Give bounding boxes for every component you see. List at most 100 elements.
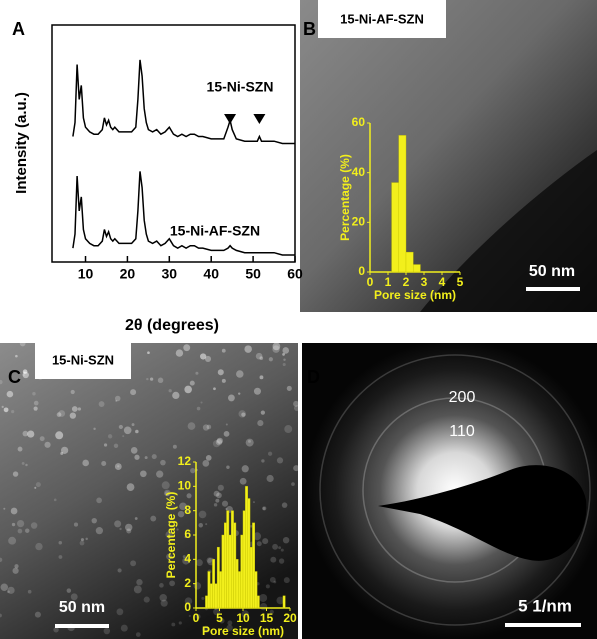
- speckle: [22, 430, 29, 437]
- x-tick-label: 60: [287, 266, 303, 282]
- speckle: [93, 427, 96, 431]
- diffraction-ring: [319, 354, 591, 626]
- speckle: [17, 528, 23, 534]
- speckle: [284, 425, 293, 433]
- speckle: [25, 528, 30, 533]
- speckle: [149, 377, 154, 381]
- x-tick-label: 10: [236, 611, 250, 625]
- speckle: [120, 624, 128, 632]
- speckle: [223, 431, 230, 437]
- histogram-bar: [219, 571, 223, 609]
- speckle: [35, 542, 43, 551]
- speckle: [278, 558, 285, 564]
- x-axis-label: Pore size (nm): [374, 288, 456, 302]
- speckle: [202, 460, 210, 467]
- histogram-bar: [216, 546, 220, 609]
- speckle: [27, 589, 32, 594]
- histogram-bar: [231, 510, 234, 609]
- speckle: [221, 500, 229, 507]
- speckle: [159, 594, 167, 602]
- x-tick-label: 5: [216, 611, 223, 625]
- speckle: [66, 588, 72, 593]
- speckle: [261, 459, 265, 463]
- speckle: [236, 370, 244, 378]
- speckle: [126, 528, 132, 534]
- speckle: [0, 379, 3, 385]
- speckle: [30, 522, 38, 529]
- scale-bar: [526, 287, 580, 291]
- speckle: [291, 482, 295, 486]
- peak-marker: [224, 114, 237, 124]
- histogram-bar: [245, 486, 248, 609]
- speckle: [281, 502, 288, 508]
- speckle: [195, 371, 199, 375]
- speckle: [82, 459, 89, 467]
- speckle: [114, 520, 122, 528]
- speckle: [0, 613, 2, 618]
- speckle: [205, 455, 212, 461]
- y-tick-label: 20: [352, 215, 366, 229]
- speckle: [266, 474, 274, 483]
- speckle: [161, 481, 170, 490]
- speckle: [22, 369, 28, 374]
- speckle: [260, 410, 265, 415]
- speckle: [33, 400, 39, 406]
- speckle: [136, 579, 143, 586]
- speckle: [238, 410, 246, 418]
- speckle: [176, 528, 179, 531]
- speckle: [69, 412, 77, 419]
- tem-dark-region: [420, 150, 597, 312]
- panel-letter: C: [8, 367, 21, 387]
- speckle: [171, 622, 176, 627]
- beam-stopper: [378, 465, 587, 561]
- scale-bar-label: 5 1/nm: [518, 596, 572, 615]
- histogram-bar: [391, 182, 400, 273]
- speckle: [135, 632, 141, 637]
- speckle: [19, 343, 26, 347]
- speckle: [130, 389, 137, 396]
- histogram-bar: [223, 522, 227, 609]
- x-tick-label: 1: [385, 275, 392, 289]
- panel-letter: D: [307, 367, 320, 387]
- speckle: [7, 590, 10, 594]
- speckle: [122, 435, 125, 438]
- y-tick-label: 0: [184, 600, 191, 614]
- histogram-bar: [235, 559, 239, 609]
- speckle: [175, 349, 184, 357]
- speckle: [117, 465, 120, 468]
- speckle: [134, 454, 140, 460]
- speckle: [205, 523, 208, 526]
- speckle: [190, 467, 196, 474]
- speckle: [213, 503, 218, 507]
- speckle: [184, 597, 193, 605]
- speckle: [140, 470, 147, 478]
- speckle: [56, 412, 62, 417]
- speckle: [134, 517, 138, 520]
- speckle: [184, 385, 192, 394]
- speckle: [241, 412, 246, 417]
- histogram-bar: [242, 510, 246, 609]
- histogram-bar: [209, 583, 213, 609]
- speckle: [126, 483, 135, 492]
- histogram-bar: [228, 534, 232, 609]
- image-label: 15-Ni-AF-SZN: [340, 11, 424, 26]
- speckle: [212, 440, 221, 448]
- speckle: [53, 627, 59, 633]
- speckle: [187, 422, 196, 430]
- speckle: [91, 517, 97, 524]
- speckle: [195, 559, 203, 567]
- speckle: [219, 618, 225, 624]
- speckle: [131, 423, 135, 427]
- speckle: [188, 614, 191, 618]
- speckle: [204, 355, 212, 363]
- speckle: [239, 477, 247, 485]
- speckle: [189, 380, 195, 386]
- speckle: [80, 538, 85, 542]
- x-tick-label: 0: [193, 611, 200, 625]
- speckle: [256, 541, 262, 547]
- speckle: [217, 369, 224, 376]
- speckle: [282, 347, 290, 354]
- speckle: [8, 536, 17, 545]
- x-tick-label: 10: [78, 266, 94, 282]
- speckle: [213, 608, 221, 616]
